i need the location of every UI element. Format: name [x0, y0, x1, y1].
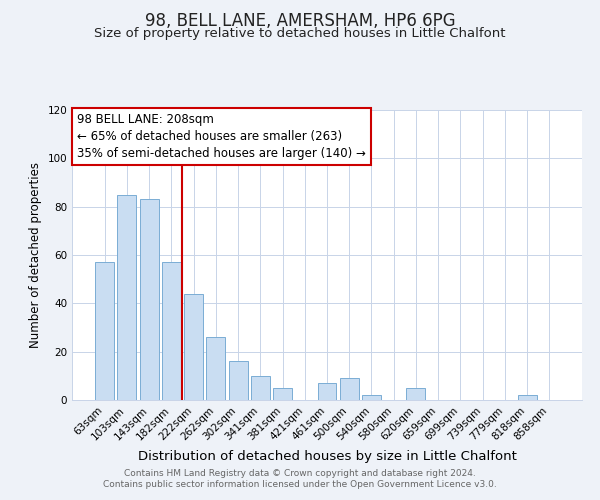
Bar — [406, 388, 425, 400]
Bar — [251, 376, 270, 400]
Bar — [340, 378, 359, 400]
Bar — [140, 200, 158, 400]
Text: Contains HM Land Registry data © Crown copyright and database right 2024.: Contains HM Land Registry data © Crown c… — [124, 468, 476, 477]
X-axis label: Distribution of detached houses by size in Little Chalfont: Distribution of detached houses by size … — [137, 450, 517, 463]
Text: Size of property relative to detached houses in Little Chalfont: Size of property relative to detached ho… — [94, 28, 506, 40]
Bar — [206, 337, 225, 400]
Bar — [118, 194, 136, 400]
Bar — [518, 395, 536, 400]
Y-axis label: Number of detached properties: Number of detached properties — [29, 162, 42, 348]
Text: 98, BELL LANE, AMERSHAM, HP6 6PG: 98, BELL LANE, AMERSHAM, HP6 6PG — [145, 12, 455, 30]
Bar — [229, 362, 248, 400]
Text: Contains public sector information licensed under the Open Government Licence v3: Contains public sector information licen… — [103, 480, 497, 489]
Bar — [317, 383, 337, 400]
Text: 98 BELL LANE: 208sqm
← 65% of detached houses are smaller (263)
35% of semi-deta: 98 BELL LANE: 208sqm ← 65% of detached h… — [77, 113, 366, 160]
Bar — [362, 395, 381, 400]
Bar — [95, 262, 114, 400]
Bar — [273, 388, 292, 400]
Bar — [162, 262, 181, 400]
Bar — [184, 294, 203, 400]
